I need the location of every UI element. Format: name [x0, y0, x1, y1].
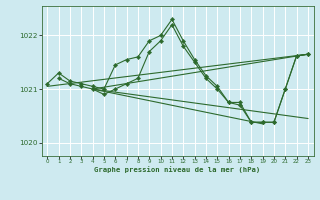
X-axis label: Graphe pression niveau de la mer (hPa): Graphe pression niveau de la mer (hPa) — [94, 167, 261, 173]
